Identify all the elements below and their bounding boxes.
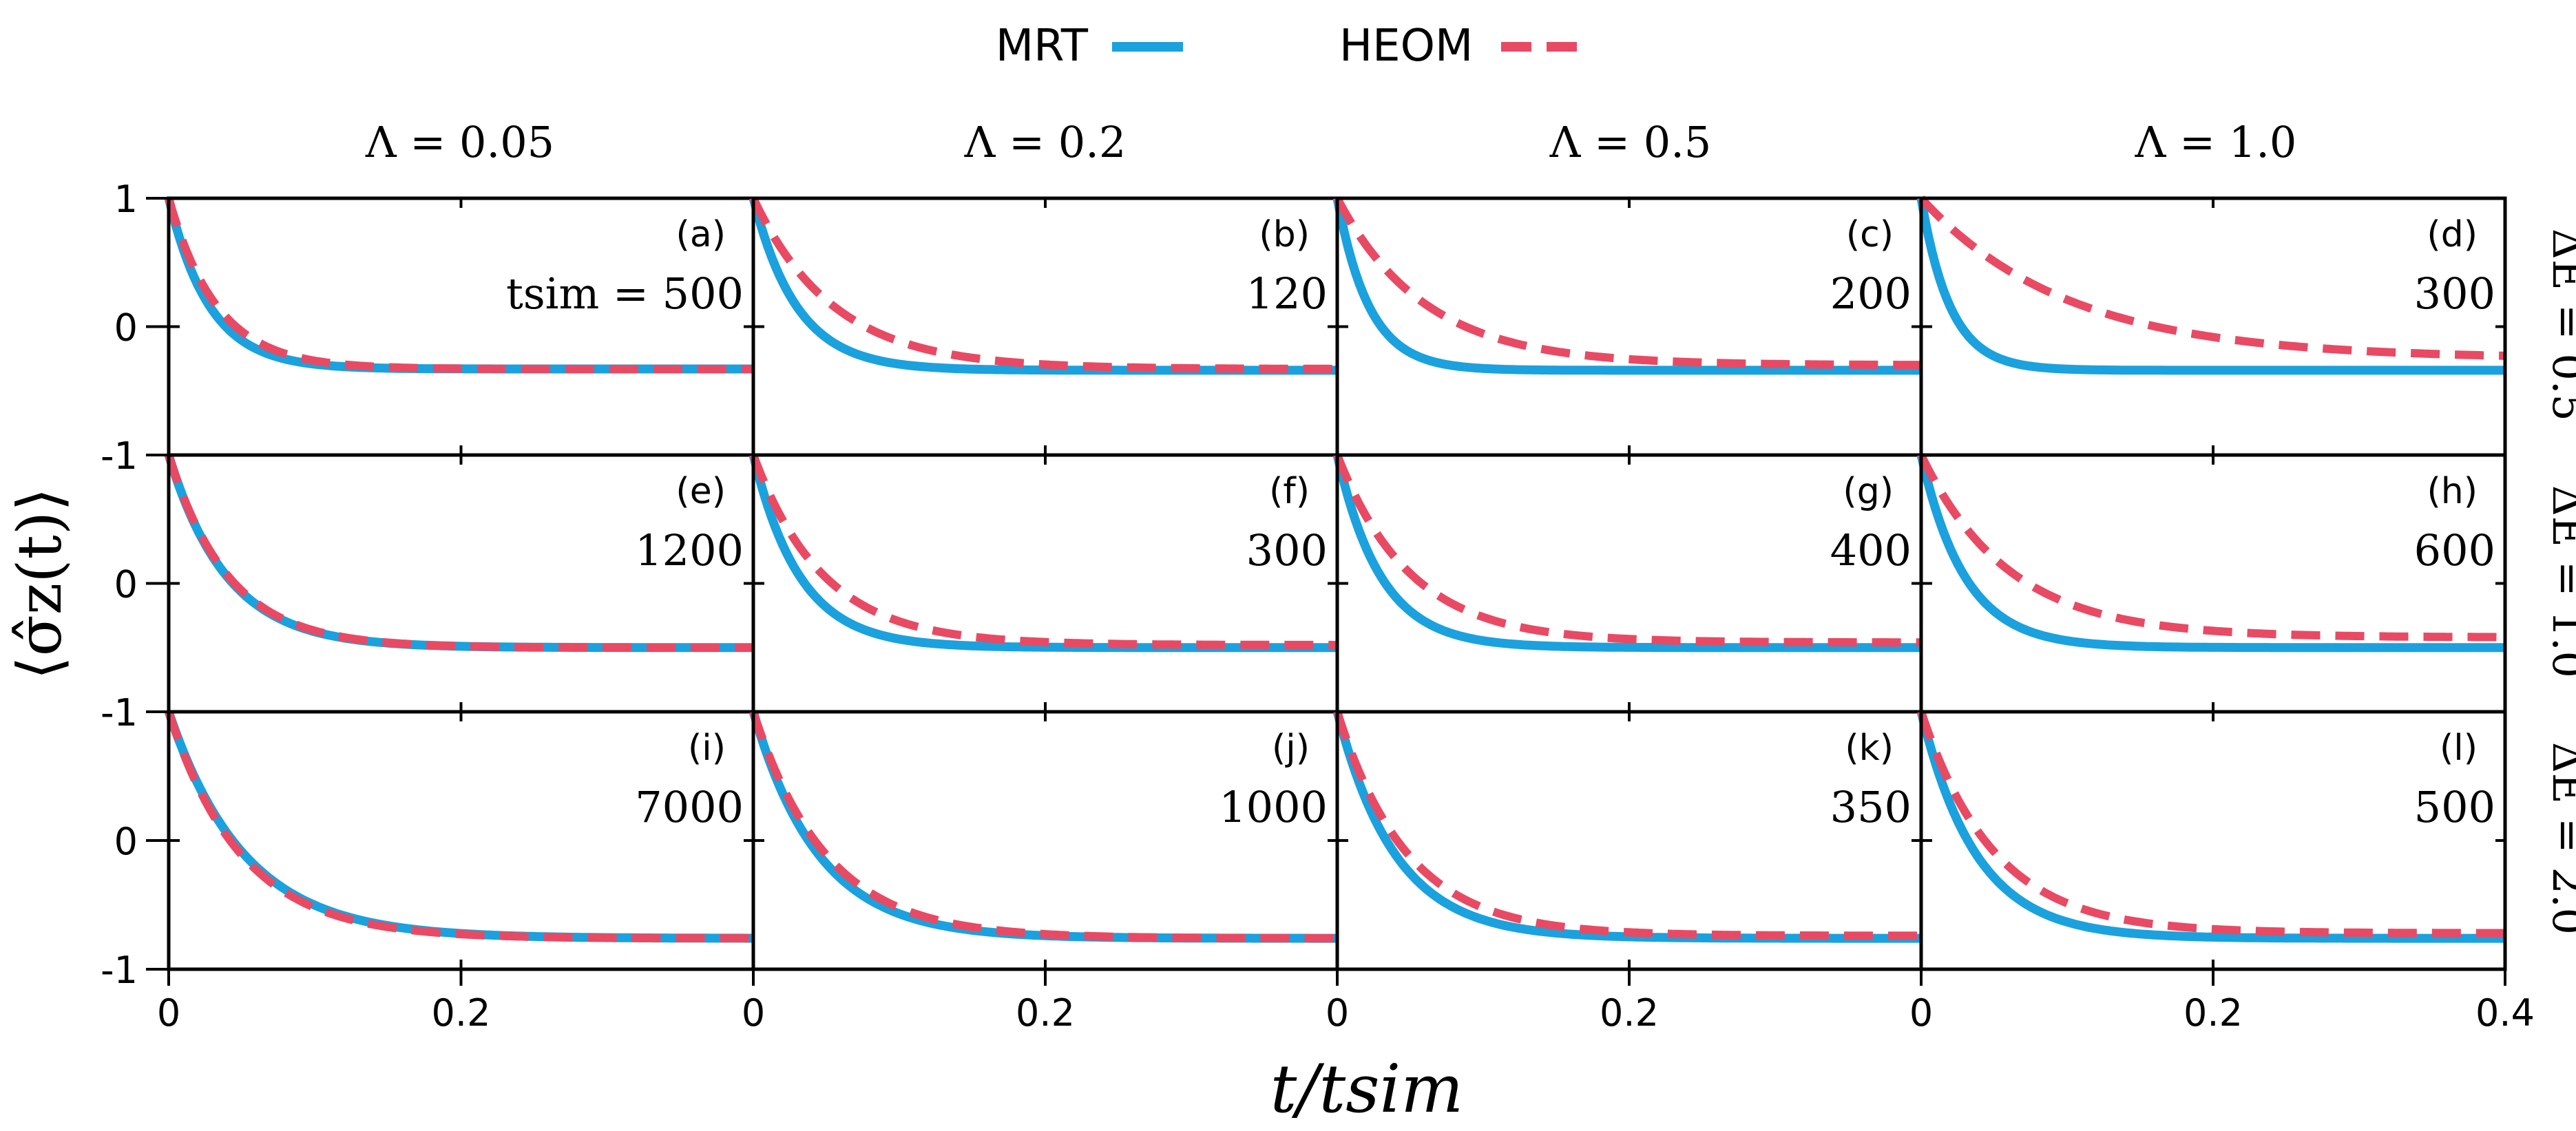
y-tick-label: 1 xyxy=(114,178,138,221)
series-mrt-line xyxy=(1916,710,2506,943)
series-heom-line xyxy=(165,454,754,652)
panel-letter: (c) xyxy=(1846,214,1894,255)
x-tick-label: 0 xyxy=(742,991,765,1035)
series-heom-line xyxy=(165,197,754,373)
panel-letter: (b) xyxy=(1259,214,1310,255)
y-tick-label: -1 xyxy=(101,434,138,478)
legend-label-heom: HEOM xyxy=(1339,21,1473,72)
panel-tsim: 1000 xyxy=(1219,782,1328,832)
x-tick-label: 0.4 xyxy=(2475,991,2535,1035)
series-heom-line xyxy=(165,710,754,942)
column-header-lambda-0.5: Λ = 0.5 xyxy=(1549,117,1712,167)
panel-letter: (g) xyxy=(1843,471,1894,512)
panel-letter: (a) xyxy=(676,214,726,255)
x-tick-label: 0 xyxy=(157,991,180,1035)
series-mrt-line xyxy=(1332,454,1923,653)
panel-j: (j) 1000 xyxy=(748,710,1339,971)
y-tick-label: 0 xyxy=(114,306,138,350)
x-tick-label: 0 xyxy=(1326,991,1349,1035)
row-header-dE-2.0: ΔE = 2.0 xyxy=(2543,742,2576,935)
x-tick-label: 0.2 xyxy=(1016,991,1075,1035)
y-tick-label: -1 xyxy=(101,434,138,478)
series-heom-line xyxy=(1333,710,1922,940)
y-tick-label: -1 xyxy=(101,691,138,734)
row-header-dE-1.0: ΔE = 1.0 xyxy=(2543,485,2576,678)
column-header-lambda-1.0: Λ = 1.0 xyxy=(2135,117,2297,167)
panel-letter: (h) xyxy=(2427,471,2478,512)
panel-tsim: 200 xyxy=(1830,268,1912,319)
x-tick-label: 0.2 xyxy=(2184,991,2243,1035)
y-tick-label: 0 xyxy=(114,820,138,863)
panel-tsim: 300 xyxy=(1246,525,1328,575)
panel-tsim: 350 xyxy=(1830,782,1912,832)
panel-tsim: tsim = 500 xyxy=(506,268,744,319)
x-tick-label: 0 xyxy=(1909,991,1933,1035)
panel-d: (d) 300 xyxy=(1916,195,2507,457)
column-header-lambda-0.05: Λ = 0.05 xyxy=(365,117,554,167)
panel-g: (g) 400 xyxy=(1332,453,1923,714)
row-header-dE-0.5: ΔE = 0.5 xyxy=(2543,229,2576,421)
x-tick-label: 0.2 xyxy=(1600,991,1659,1035)
panel-letter: (i) xyxy=(688,728,726,769)
series-heom-line xyxy=(749,453,1338,649)
panel-b: (b) 120 xyxy=(748,196,1339,457)
column-header-lambda-0.2: Λ = 0.2 xyxy=(964,117,1127,167)
panel-frame xyxy=(751,196,1339,457)
x-tick-label: 0.2 xyxy=(432,991,491,1035)
panel-c: (c) 200 xyxy=(1332,196,1923,457)
panel-a: (a) tsim = 500 xyxy=(164,196,755,457)
panel-letter: (d) xyxy=(2427,214,2478,255)
y-tick-label: 0 xyxy=(114,563,138,606)
series-heom-line xyxy=(1333,453,1922,647)
panel-letter: (f) xyxy=(1269,471,1310,512)
panel-h: (h) 600 xyxy=(1916,453,2507,714)
panel-frame xyxy=(1335,196,1923,457)
column-headers: Λ = 0.05 Λ = 0.2 Λ = 0.5 Λ = 1.0 xyxy=(365,117,2296,167)
panel-frame xyxy=(1919,453,2507,714)
legend: MRT HEOM xyxy=(996,21,1577,72)
panel-letter: (l) xyxy=(2440,728,2478,769)
series-heom-line xyxy=(1917,453,2506,642)
row-headers: ΔE = 0.5 ΔE = 1.0 ΔE = 2.0 xyxy=(2543,229,2576,935)
series-mrt-line xyxy=(1916,454,2506,653)
legend-label-mrt: MRT xyxy=(996,21,1089,72)
panel-frame xyxy=(167,453,755,714)
y-axis-label: ⟨σ̂z(t)⟩ xyxy=(4,487,75,679)
panel-grid: (a)tsim = 500(b)120(c)200(d)300(e)1200(f… xyxy=(101,178,2535,1035)
x-axis-label: t/tsim xyxy=(1270,1050,1464,1128)
series-mrt-line xyxy=(748,454,1339,653)
panel-tsim: 1200 xyxy=(635,525,744,575)
series-heom-line xyxy=(1917,710,2506,938)
panel-e: (e) 1200 xyxy=(164,453,755,714)
panel-letter: (e) xyxy=(676,471,726,512)
series-heom-line xyxy=(1918,195,2506,360)
series-heom-line xyxy=(1333,196,1922,370)
y-tick-label: -1 xyxy=(101,691,138,734)
panel-f: (f) 300 xyxy=(748,453,1339,714)
panel-tsim: 300 xyxy=(2414,268,2495,319)
y-tick-label: -1 xyxy=(101,949,138,992)
panel-frame xyxy=(1919,196,2507,457)
series-heom-line xyxy=(749,196,1338,373)
panel-letter: (j) xyxy=(1272,728,1310,769)
panel-i: (i) 7000 xyxy=(164,710,755,971)
panel-tsim: 120 xyxy=(1246,268,1328,319)
panel-frame xyxy=(167,196,755,457)
series-heom-line xyxy=(749,710,1338,942)
series-mrt-line xyxy=(1332,197,1923,375)
panel-frame xyxy=(751,453,1339,714)
panel-letter: (k) xyxy=(1845,728,1894,769)
panel-tsim: 500 xyxy=(2414,782,2495,832)
panel-tsim: 600 xyxy=(2414,525,2495,575)
panel-tsim: 7000 xyxy=(635,782,744,832)
panel-l: (l) 500 xyxy=(1916,710,2507,971)
panel-tsim: 400 xyxy=(1830,525,1912,575)
panel-k: (k) 350 xyxy=(1332,710,1923,971)
series-mrt-line xyxy=(1916,197,2506,375)
